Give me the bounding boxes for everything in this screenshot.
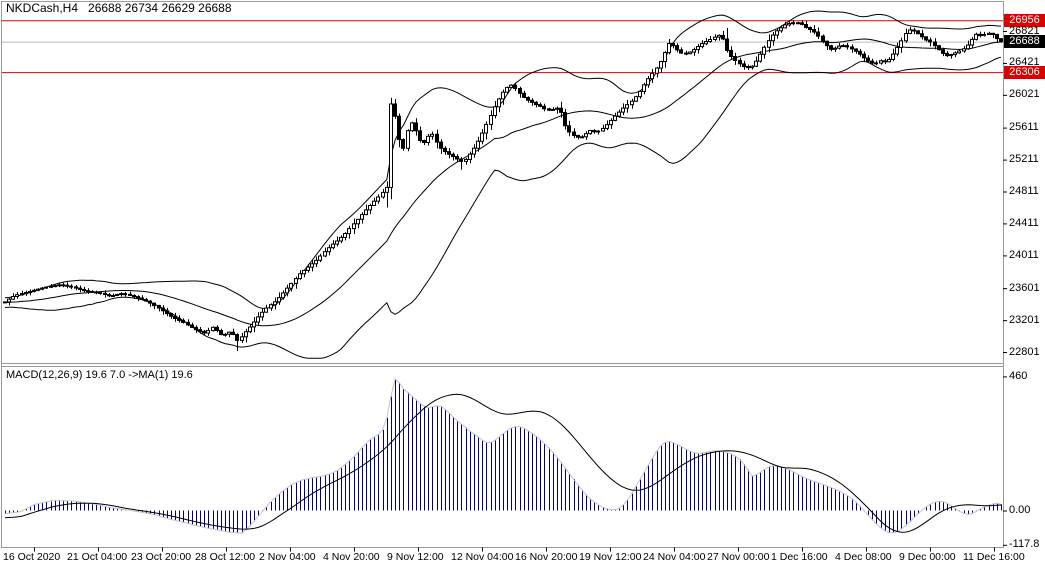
symbol-period-label: NKDCash,H4 bbox=[6, 1, 79, 15]
time-tick-label: 21 Oct 04:00 bbox=[67, 551, 128, 563]
time-tick-label: 19 Nov 12:00 bbox=[579, 551, 642, 563]
macd-tick-label: -117.8 bbox=[1009, 538, 1040, 551]
time-tick-label: 4 Dec 08:00 bbox=[835, 551, 892, 563]
time-tick-label: 24 Nov 04:00 bbox=[643, 551, 706, 563]
time-tick-label: 28 Oct 12:00 bbox=[195, 551, 256, 563]
time-tick-label: 4 Nov 20:00 bbox=[323, 551, 380, 563]
price-badge-support: 26306 bbox=[1004, 65, 1045, 79]
time-tick-label: 23 Oct 20:00 bbox=[131, 551, 192, 563]
ohlc-values: 26688 26734 26629 26688 bbox=[88, 1, 232, 15]
time-tick-label: 11 Dec 16:00 bbox=[963, 551, 1025, 563]
time-tick-label: 27 Nov 00:00 bbox=[707, 551, 770, 563]
price-tick-label: 24011 bbox=[1009, 248, 1039, 261]
macd-signal-line bbox=[4, 393, 1002, 533]
macd-histogram bbox=[5, 378, 1002, 534]
price-badge-resistance: 26956 bbox=[1004, 13, 1045, 27]
time-tick-label: 9 Nov 12:00 bbox=[387, 551, 444, 563]
chart-title: NKDCash,H4 26688 26734 26629 26688 bbox=[6, 1, 232, 15]
time-tick-label: 16 Oct 2020 bbox=[3, 551, 61, 563]
price-tick-label: 24411 bbox=[1009, 216, 1039, 229]
macd-tick-label: 0.00 bbox=[1009, 504, 1031, 516]
price-tick-label: 22801 bbox=[1009, 345, 1040, 358]
macd-tick-label: 460 bbox=[1009, 369, 1028, 382]
time-tick-label: 1 Dec 16:00 bbox=[771, 551, 828, 563]
price-tick-label: 26421 bbox=[1009, 56, 1040, 69]
time-axis-ticks bbox=[34, 547, 995, 552]
candles bbox=[3, 20, 1003, 352]
price-tick-label: 25611 bbox=[1009, 121, 1039, 134]
price-tick-label: 23601 bbox=[1009, 281, 1040, 294]
price-tick-label: 25211 bbox=[1009, 153, 1039, 166]
time-tick-label: 16 Nov 20:00 bbox=[515, 551, 578, 563]
time-tick-label: 2 Nov 04:00 bbox=[259, 551, 316, 563]
price-tick-label: 26021 bbox=[1009, 88, 1040, 101]
price-axis-ticks bbox=[1003, 31, 1007, 546]
price-tick-label: 24811 bbox=[1009, 185, 1039, 197]
macd-indicator-label: MACD(12,26,9) 19.6 7.0 ->MA(1) 19.6 bbox=[6, 369, 193, 381]
macd-line bbox=[4, 377, 1002, 534]
price-tick-label: 23201 bbox=[1009, 313, 1040, 326]
time-tick-label: 9 Dec 00:00 bbox=[899, 551, 956, 563]
chart-frame bbox=[1, 1, 1004, 548]
time-tick-label: 12 Nov 04:00 bbox=[451, 551, 514, 563]
price-tick-label: 26821 bbox=[1009, 24, 1040, 37]
price-badge-current: 26688 bbox=[1004, 35, 1045, 49]
